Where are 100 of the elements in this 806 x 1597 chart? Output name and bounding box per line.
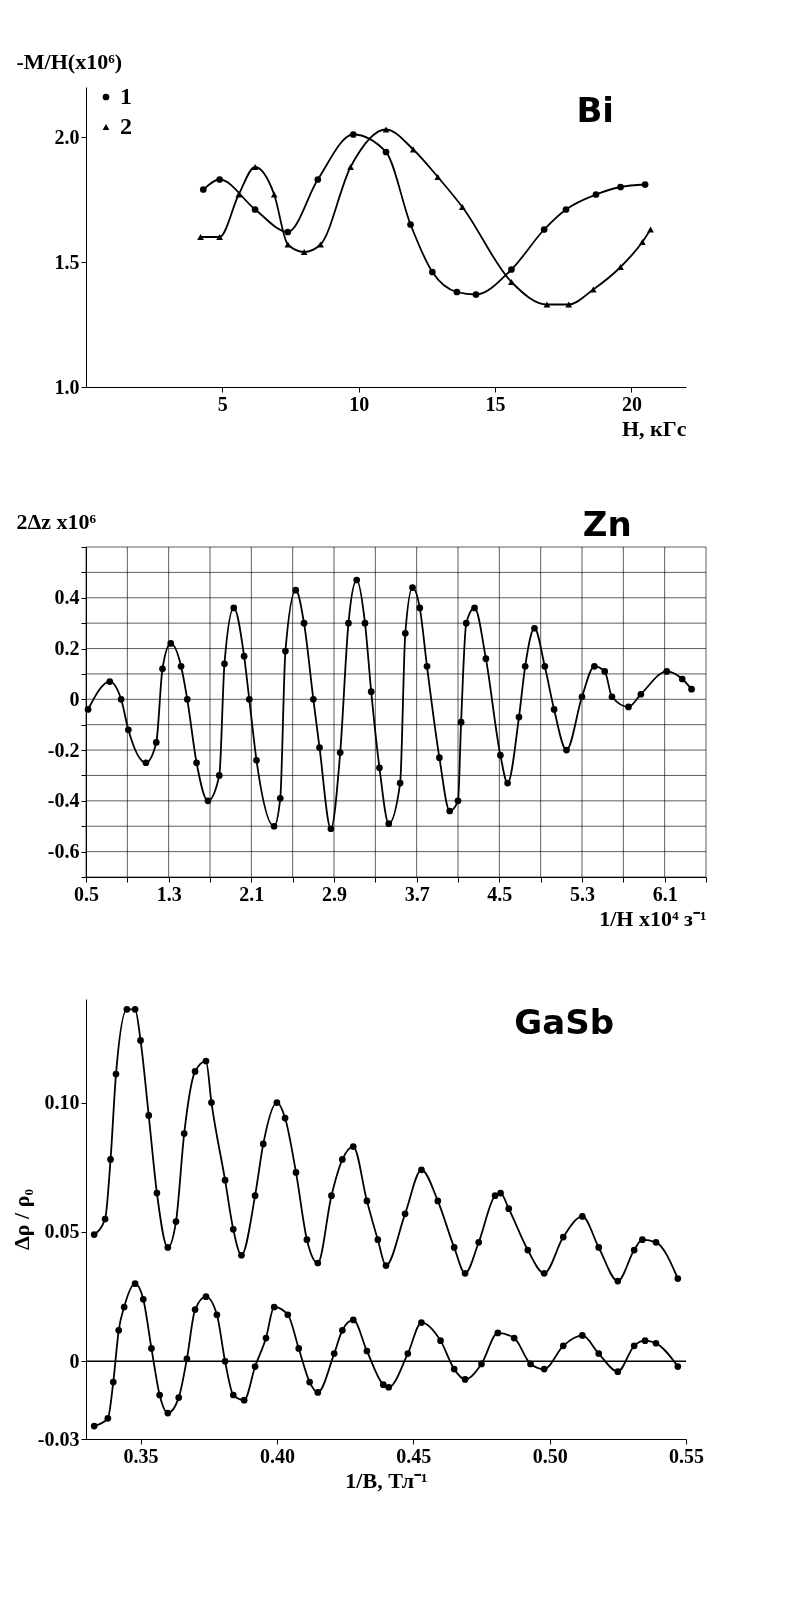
- x-tick-label: 2.9: [322, 882, 347, 905]
- point: [300, 249, 308, 255]
- point: [385, 1383, 393, 1391]
- x-tick-label: 0.5: [74, 882, 99, 905]
- point: [652, 1339, 660, 1347]
- y-tick-label: 0: [69, 687, 80, 710]
- point: [562, 206, 570, 213]
- point: [164, 1244, 172, 1251]
- chart-title: Bi: [576, 90, 614, 130]
- point: [508, 266, 515, 273]
- point: [510, 1334, 518, 1342]
- point: [292, 1169, 300, 1176]
- y-axis-title: 2Δz x10⁶: [16, 508, 97, 534]
- y-tick-label: 0.10: [44, 1091, 80, 1114]
- point: [639, 239, 646, 245]
- point: [213, 1311, 221, 1319]
- y-axis-title: Δρ / ρ₀: [8, 1188, 34, 1251]
- point: [429, 268, 436, 276]
- point: [418, 1166, 425, 1174]
- point: [478, 1360, 485, 1368]
- point: [559, 1342, 567, 1350]
- point: [120, 1303, 128, 1311]
- y-tick-label: 0.05: [44, 1220, 80, 1243]
- point: [540, 226, 548, 233]
- point: [145, 1112, 153, 1119]
- point: [123, 1006, 131, 1013]
- point: [330, 1350, 338, 1357]
- point: [259, 1140, 267, 1148]
- point: [614, 1368, 622, 1376]
- point: [559, 1233, 567, 1241]
- point: [107, 1156, 114, 1163]
- point: [314, 176, 322, 183]
- point: [641, 1337, 649, 1344]
- point: [461, 1376, 469, 1383]
- point: [349, 131, 357, 138]
- point: [630, 1342, 638, 1350]
- legend-label: 1: [120, 83, 132, 109]
- point: [579, 1332, 586, 1339]
- point: [104, 1414, 112, 1422]
- point: [314, 1389, 322, 1396]
- point: [524, 1246, 532, 1254]
- point: [202, 1057, 210, 1065]
- point: [284, 1311, 292, 1319]
- point: [191, 1306, 199, 1313]
- point: [112, 1070, 120, 1078]
- y-axis-title: -M/H(x10⁶): [16, 48, 123, 74]
- x-tick-label: 0.35: [123, 1444, 159, 1467]
- point: [418, 1319, 425, 1326]
- point: [450, 1244, 458, 1251]
- point: [363, 1347, 371, 1355]
- point: [131, 1006, 139, 1013]
- point: [497, 1189, 504, 1197]
- y-tick-label: 0: [69, 1349, 80, 1372]
- point: [221, 1176, 229, 1184]
- point: [494, 1329, 502, 1337]
- point: [579, 1213, 586, 1220]
- point: [617, 183, 624, 191]
- point: [508, 279, 515, 285]
- point: [175, 1394, 183, 1401]
- point: [131, 1280, 139, 1288]
- legend-label: 2: [120, 113, 132, 139]
- point: [407, 221, 414, 228]
- point: [164, 1409, 172, 1417]
- point: [453, 288, 461, 296]
- point: [540, 1365, 548, 1373]
- point: [674, 1275, 682, 1282]
- point: [240, 1396, 248, 1404]
- point: [281, 1114, 289, 1122]
- x-tick-label: 15: [485, 392, 506, 415]
- point: [630, 1246, 638, 1254]
- x-tick-label: 0.40: [259, 1444, 295, 1467]
- point: [90, 1231, 98, 1238]
- point: [202, 1293, 210, 1300]
- point: [434, 174, 442, 180]
- x-tick-label: 5: [217, 392, 228, 415]
- point: [199, 186, 207, 193]
- point: [197, 234, 204, 240]
- point: [191, 1068, 199, 1075]
- point: [674, 1363, 682, 1370]
- x-tick-label: 2.1: [239, 882, 265, 905]
- point: [379, 1381, 387, 1388]
- point: [90, 1422, 98, 1430]
- point: [404, 1350, 412, 1357]
- point: [450, 1365, 458, 1373]
- y-tick-label: 2.0: [54, 125, 80, 148]
- point: [251, 1192, 259, 1200]
- y-tick-label: -0.4: [47, 789, 80, 812]
- x-axis-title: 1/H x10⁴ з⁻¹: [599, 905, 707, 931]
- point: [595, 1350, 603, 1357]
- point: [382, 1262, 390, 1269]
- point: [374, 1236, 382, 1244]
- point: [314, 1259, 322, 1267]
- point: [262, 1334, 270, 1342]
- y-tick-label: 1.5: [54, 250, 80, 273]
- point: [401, 1210, 409, 1218]
- y-tick-label: -0.2: [47, 738, 80, 761]
- point: [153, 1189, 161, 1197]
- y-tick-label: -0.03: [37, 1427, 80, 1450]
- point: [137, 1037, 144, 1044]
- point: [101, 1215, 109, 1223]
